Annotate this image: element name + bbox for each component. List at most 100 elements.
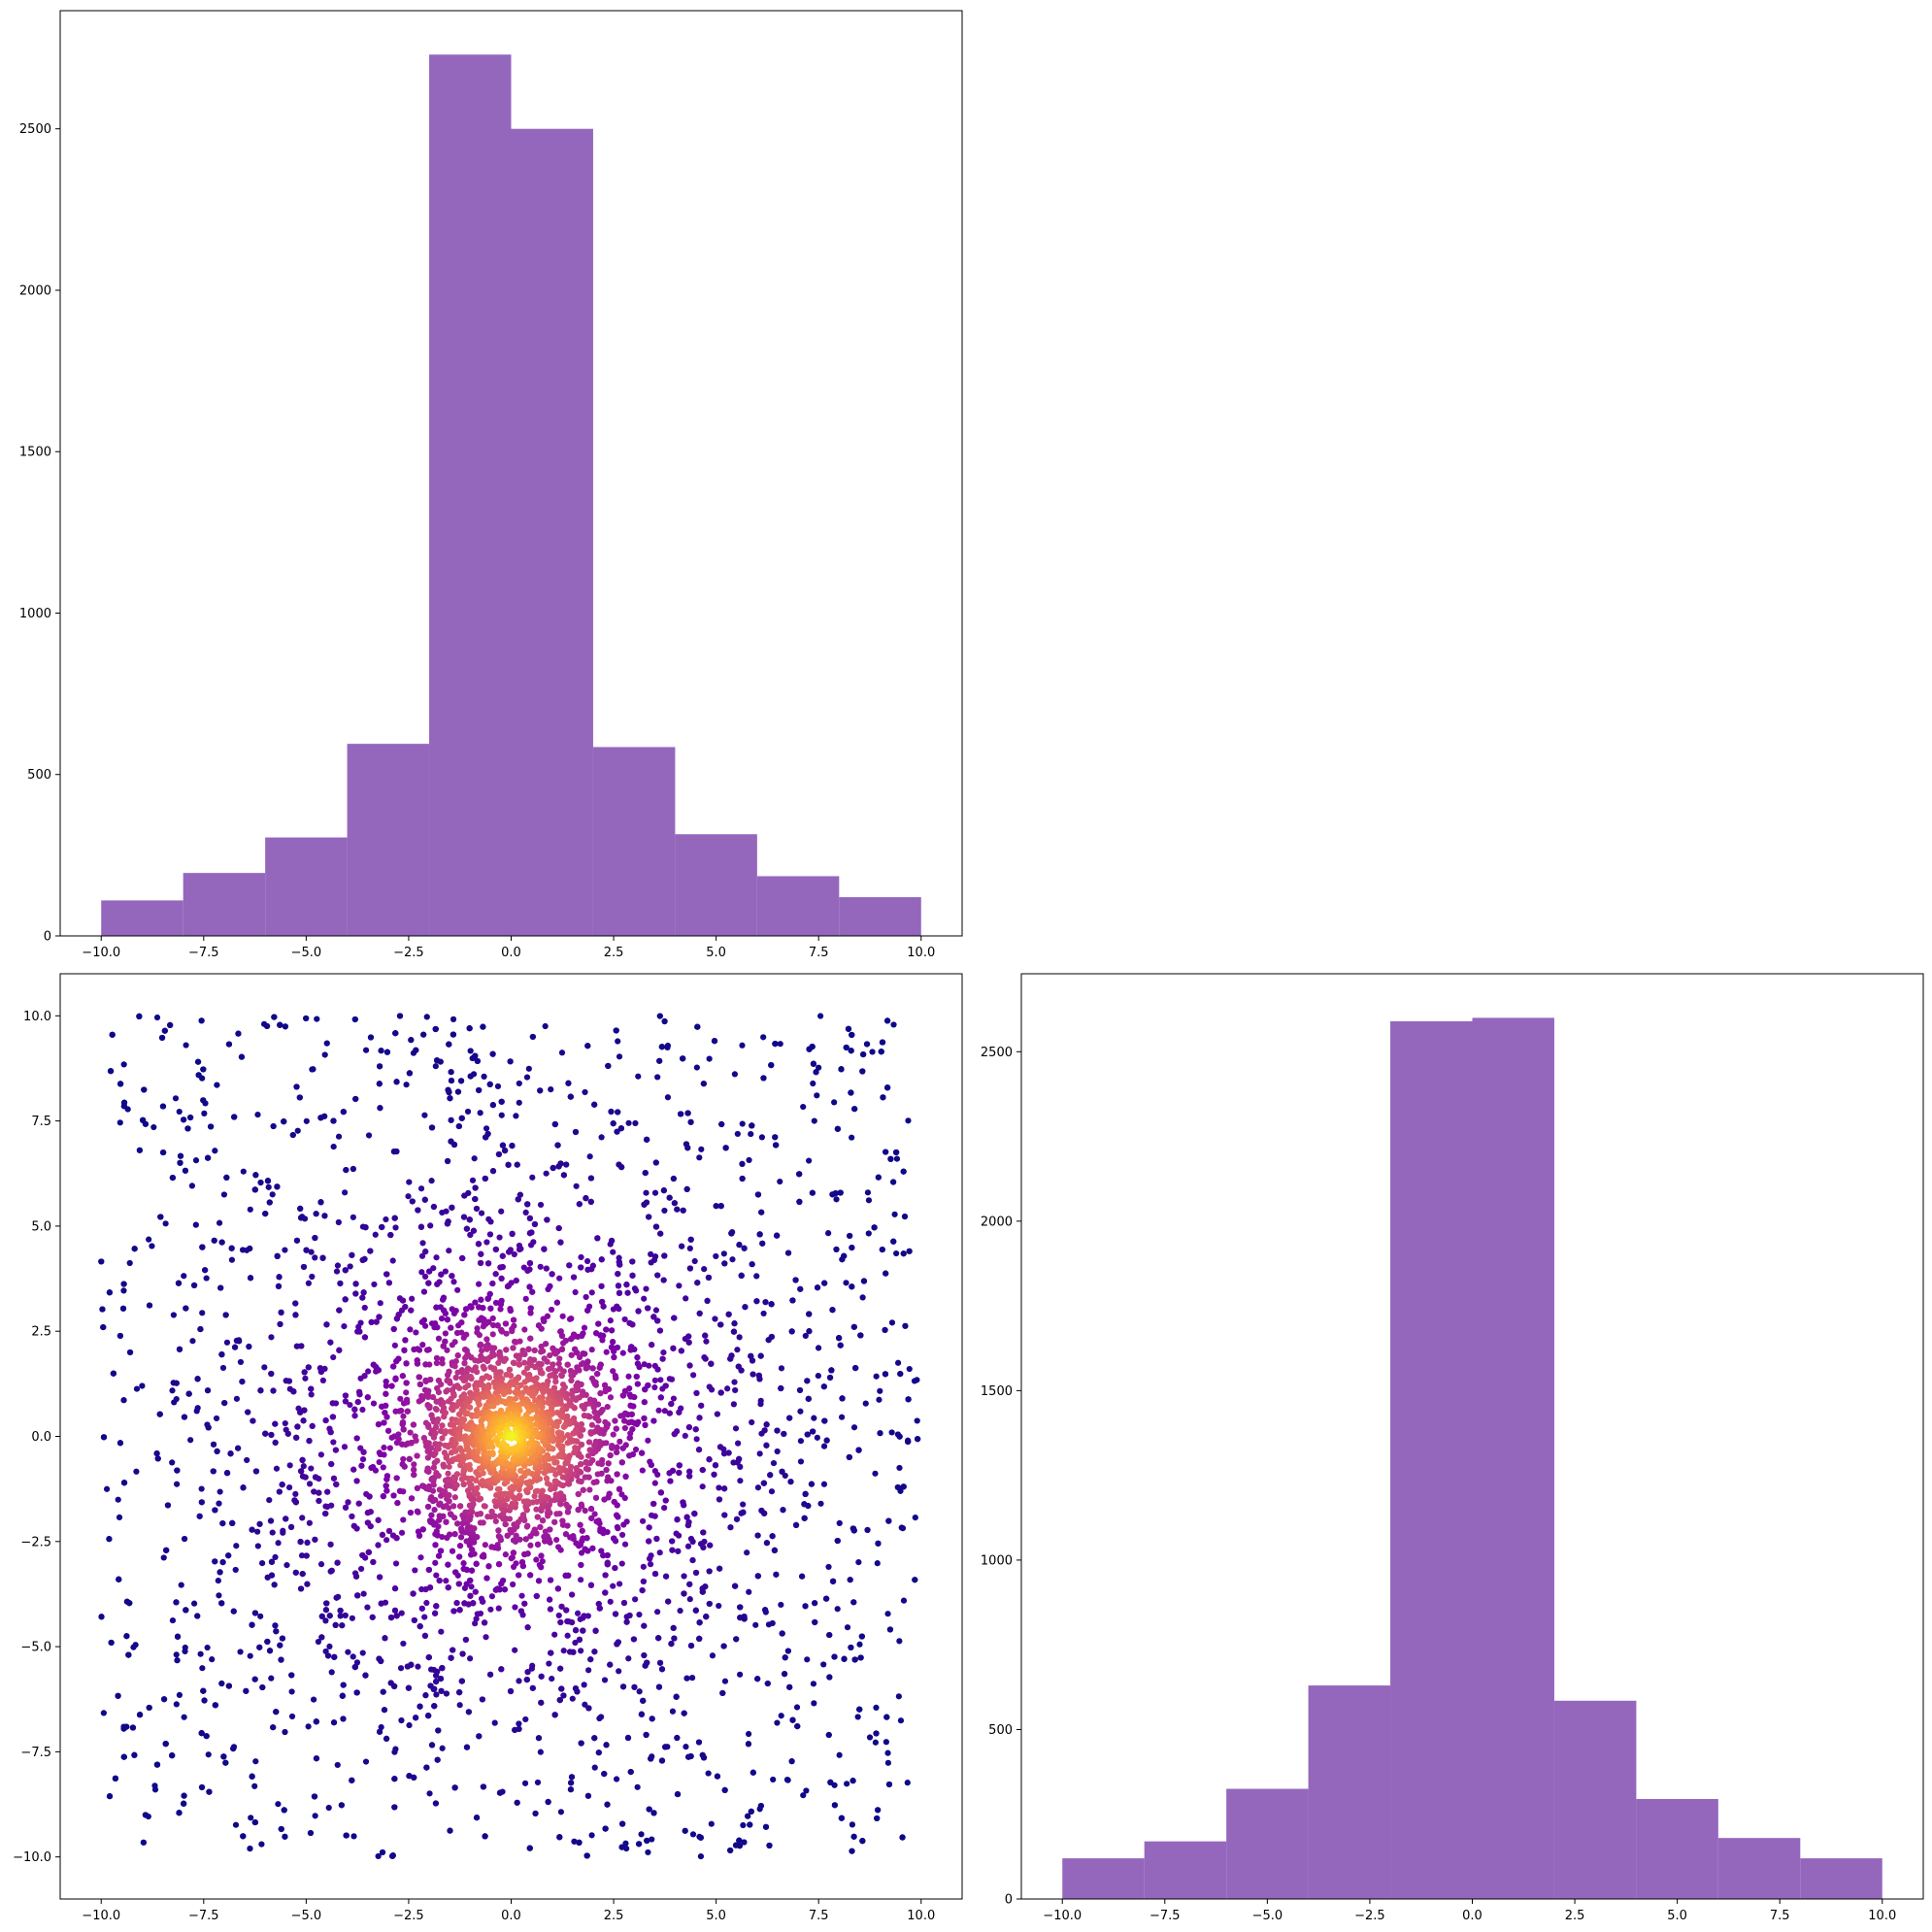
scatter-point [697,1541,705,1548]
scatter-point [311,1793,318,1800]
scatter-point [902,1322,909,1329]
scatter-point [900,1168,907,1175]
scatter-point [353,1478,360,1484]
scatter-point [419,1342,426,1349]
scatter-point [117,1119,123,1126]
scatter-point [619,1445,626,1451]
scatter-point [653,1535,660,1543]
scatter-point [538,1699,545,1706]
scatter-point [646,1214,652,1220]
scatter-point [578,1740,584,1747]
scatter-point [687,1118,694,1125]
scatter-point [123,1723,130,1730]
scatter-point [400,1516,407,1523]
scatter-point [439,1745,446,1751]
x-tick-label: −10.0 [82,946,120,960]
scatter-point [391,1804,398,1811]
scatter-point [524,1669,531,1676]
scatter-point [282,1833,288,1840]
scatter-point [699,1585,706,1592]
scatter-point [426,1584,434,1591]
scatter-point [132,1642,139,1649]
scatter-point [789,1297,796,1304]
scatter-point [450,1647,456,1653]
scatter-point [440,1513,447,1519]
scatter-point [343,1832,350,1839]
scatter-point [470,1501,477,1508]
scatter-point [558,1685,565,1692]
scatter-point [770,1776,777,1783]
scatter-point [864,1189,872,1196]
top-histogram-panel: −10.0 −7.5 −5.0 −2.5 0.0 2.5 5.0 7.5 10.00500100… [19,10,963,960]
scatter-point [351,1570,359,1577]
scatter-point [674,1790,682,1798]
scatter-point [515,1196,521,1203]
scatter-point [607,1451,614,1459]
scatter-point [444,1157,451,1165]
scatter-point [453,1482,460,1488]
scatter-point [435,1389,443,1396]
scatter-point [686,1473,693,1480]
scatter-point [584,1307,591,1314]
scatter-point [175,1280,183,1286]
scatter-point [477,1342,483,1349]
scatter-point [686,1245,693,1252]
scatter-point [261,1364,268,1371]
scatter-point [107,1068,115,1075]
scatter-point [569,1591,576,1598]
scatter-point [604,1403,611,1411]
scatter-point [439,1665,446,1672]
scatter-point [159,1103,167,1110]
scatter-point [856,1641,863,1648]
scatter-point [133,1385,141,1392]
scatter-point [598,1548,605,1554]
scatter-point [292,1490,299,1498]
scatter-point [367,1248,374,1254]
scatter-point [612,1417,618,1424]
scatter-point [658,1666,666,1673]
scatter-point [843,1280,849,1286]
scatter-point [556,1834,563,1841]
scatter-point [682,1335,688,1343]
scatter-point [420,1031,427,1038]
scatter-point [422,1249,429,1255]
scatter-point [802,1332,809,1340]
scatter-point [119,1305,127,1312]
scatter-point [636,1841,643,1848]
scatter-point [640,1697,647,1704]
scatter-point [359,1294,366,1301]
scatter-point [230,1744,238,1750]
scatter-point [172,1095,180,1102]
scatter-point [439,1360,446,1367]
scatter-point [303,1117,310,1124]
scatter-point [115,1496,121,1503]
scatter-point [378,1048,384,1054]
scatter-point [400,1426,407,1433]
scatter-point [805,1395,812,1402]
scatter-point [501,1148,509,1154]
scatter-point [324,1488,331,1495]
scatter-point [424,1503,432,1511]
scatter-point [197,1650,204,1657]
scatter-point [618,1491,625,1498]
scatter-point [169,1752,176,1759]
scatter-point [326,1643,333,1649]
scatter-point [513,1339,519,1346]
scatter-point [602,1388,609,1395]
scatter-point [469,1509,476,1516]
scatter-point [381,1419,387,1426]
scatter-point [509,1143,516,1149]
scatter-point [662,1573,670,1580]
scatter-point [298,1468,305,1475]
scatter-point [568,1351,575,1358]
scatter-point [418,1605,425,1612]
scatter-point [883,1017,891,1024]
scatter-point [169,1175,176,1182]
scatter-point [890,1021,897,1028]
scatter-point [125,1651,132,1658]
scatter-point [888,1429,895,1436]
scatter-point [268,1431,275,1439]
scatter-point [737,1615,744,1621]
x-tick-label: 10.0 [907,946,935,960]
scatter-point [181,1116,187,1123]
